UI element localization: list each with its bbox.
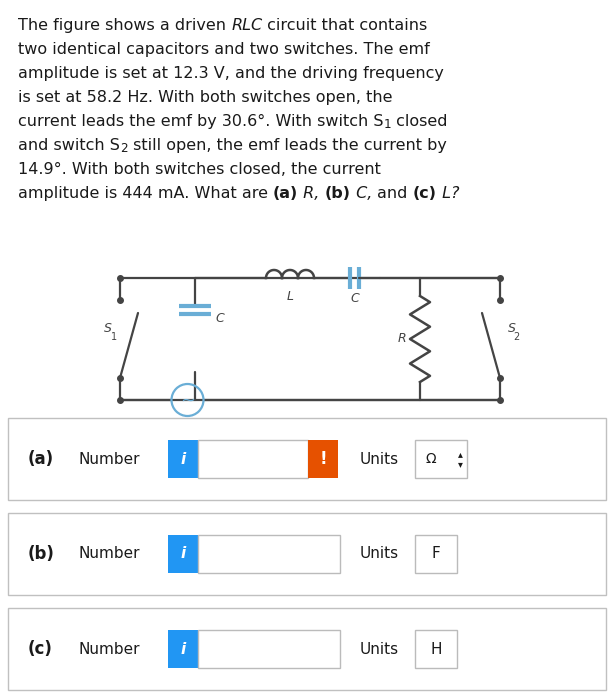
Text: Ω: Ω [425, 452, 435, 466]
Text: i: i [181, 452, 185, 466]
Text: L?: L? [437, 186, 459, 201]
Text: i: i [181, 641, 185, 657]
Text: Units: Units [360, 547, 399, 561]
Text: ▴: ▴ [458, 449, 463, 459]
Text: current leads the emf by 30.6°. With switch S: current leads the emf by 30.6°. With swi… [18, 114, 384, 129]
Text: Units: Units [360, 452, 399, 466]
Text: !: ! [319, 450, 327, 468]
Text: amplitude is set at 12.3 V, and the driving frequency: amplitude is set at 12.3 V, and the driv… [18, 66, 444, 81]
FancyBboxPatch shape [168, 535, 198, 573]
Text: i: i [181, 547, 185, 561]
Text: C: C [351, 292, 359, 305]
FancyBboxPatch shape [415, 440, 467, 478]
Text: Units: Units [360, 641, 399, 657]
FancyBboxPatch shape [308, 440, 338, 478]
Text: R: R [397, 332, 406, 346]
Text: (c): (c) [413, 186, 437, 201]
Text: (b): (b) [28, 545, 55, 563]
Text: (a): (a) [273, 186, 298, 201]
FancyBboxPatch shape [198, 535, 340, 573]
Text: 1: 1 [384, 118, 391, 131]
Text: circuit that contains: circuit that contains [262, 18, 427, 33]
Text: (c): (c) [28, 640, 53, 658]
FancyBboxPatch shape [8, 418, 606, 500]
Text: F: F [432, 547, 440, 561]
Text: R,: R, [298, 186, 325, 201]
FancyBboxPatch shape [168, 440, 198, 478]
Text: (a): (a) [28, 450, 54, 468]
Text: 2: 2 [120, 142, 128, 155]
Text: ~: ~ [180, 392, 195, 410]
Text: Number: Number [78, 547, 139, 561]
Text: S: S [508, 321, 516, 335]
Text: closed: closed [391, 114, 448, 129]
Text: ▾: ▾ [458, 459, 463, 469]
Text: amplitude is 444 mA. What are: amplitude is 444 mA. What are [18, 186, 273, 201]
Text: Number: Number [78, 452, 139, 466]
Text: C: C [215, 312, 223, 325]
Text: H: H [430, 641, 441, 657]
FancyBboxPatch shape [415, 535, 457, 573]
FancyBboxPatch shape [8, 608, 606, 690]
Text: 1: 1 [111, 332, 117, 342]
Text: (b): (b) [325, 186, 351, 201]
Text: RLC: RLC [231, 18, 262, 33]
Text: The figure shows a driven: The figure shows a driven [18, 18, 231, 33]
FancyBboxPatch shape [415, 630, 457, 668]
Text: C,: C, [351, 186, 378, 201]
FancyBboxPatch shape [198, 630, 340, 668]
Text: 14.9°. With both switches closed, the current: 14.9°. With both switches closed, the cu… [18, 162, 381, 177]
Text: 2: 2 [513, 332, 519, 342]
Text: still open, the emf leads the current by: still open, the emf leads the current by [128, 138, 446, 153]
Text: is set at 58.2 Hz. With both switches open, the: is set at 58.2 Hz. With both switches op… [18, 90, 392, 105]
FancyBboxPatch shape [8, 513, 606, 595]
Text: S: S [104, 321, 112, 335]
Text: and switch S: and switch S [18, 138, 120, 153]
Text: L: L [287, 290, 293, 303]
FancyBboxPatch shape [168, 630, 198, 668]
Text: Number: Number [78, 641, 139, 657]
FancyBboxPatch shape [198, 440, 308, 478]
Text: and: and [378, 186, 413, 201]
Text: two identical capacitors and two switches. The emf: two identical capacitors and two switche… [18, 42, 430, 57]
